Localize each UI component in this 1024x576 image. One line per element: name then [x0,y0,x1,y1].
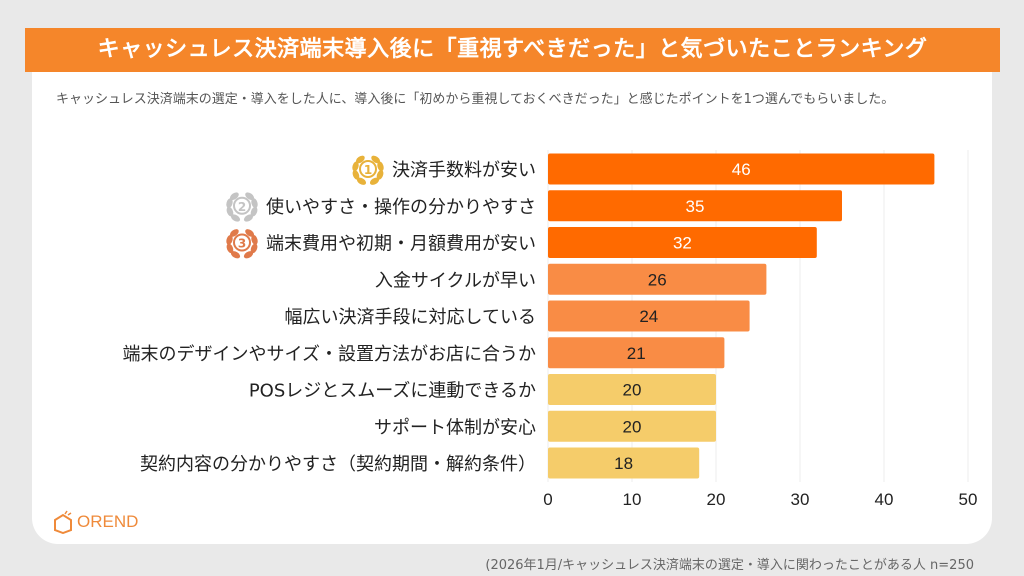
bar-value-label: 46 [732,160,751,179]
category-label: 入金サイクルが早い [375,270,536,291]
chart-subtitle: キャッシュレス決済端末の選定・導入をした人に、導入後に「初めから重視しておくべき… [56,92,895,107]
category-label: 端末費用や初期・月額費用が安い [266,234,536,255]
x-tick-label: 40 [875,490,894,509]
bar [548,410,716,442]
bar [548,153,935,185]
bar [548,263,767,295]
rank-number: 1 [364,163,372,177]
rank-medal-icon [226,229,258,259]
chart-title: キャッシュレス決済端末導入後に「重視すべきだった」と気づいたことランキング [25,28,1000,72]
category-label: 契約内容の分かりやすさ（契約期間・解約条件） [140,454,536,475]
x-tick-label: 10 [623,490,642,509]
bar-value-label: 26 [648,270,667,289]
x-tick-label: 20 [707,490,726,509]
bar-value-label: 18 [614,454,633,473]
bar-value-label: 20 [623,381,642,400]
rank-medal-icon [226,192,258,222]
category-label: サポート体制が安心 [374,417,536,438]
category-label: 使いやすさ・操作の分かりやすさ [266,197,536,218]
logo-text: OREND [77,512,139,531]
bar [548,374,716,405]
x-tick-label: 50 [959,490,978,509]
bar [548,337,725,369]
orend-logo: OREND [52,510,138,534]
x-tick-label: 0 [543,490,552,509]
x-tick-label: 30 [791,490,810,509]
bar-value-label: 21 [627,344,646,363]
bar-value-label: 32 [673,234,692,253]
category-label: 決済手数料が安い [392,160,536,181]
house-logo-icon [54,510,72,534]
rank-medal-icon [352,155,384,185]
category-label: POSレジとスムーズに連動できるか [249,381,536,402]
bar-value-label: 35 [686,197,705,216]
category-label: 端末のデザインやサイズ・設置方法がお店に合うか [123,344,536,365]
rank-number: 2 [238,200,246,214]
category-label: 幅広い決済手段に対応している [285,307,536,328]
bar [548,190,842,222]
bar [548,447,700,479]
bar-value-label: 20 [623,417,642,436]
rank-number: 3 [238,237,246,251]
footnote: (2026年1月/キャッシュレス決済端末の選定・導入に関わったことがある人 n=… [485,558,974,573]
bar [548,227,817,258]
bar [548,300,750,332]
bar-value-label: 24 [639,307,658,326]
chart-card [32,60,992,544]
